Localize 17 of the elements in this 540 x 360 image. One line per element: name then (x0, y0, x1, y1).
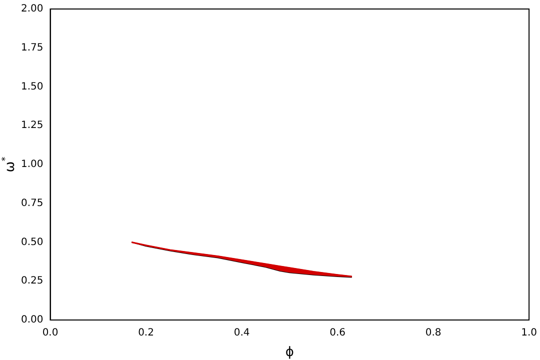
y-tick-label: 0.00 (21, 314, 44, 326)
y-tick-label: 1.50 (21, 81, 44, 92)
x-tick-label: 0.8 (425, 328, 442, 339)
x-tick-label: 0.6 (330, 328, 346, 339)
y-tick-label: 1.75 (21, 42, 44, 54)
y-tick-label: 0.25 (21, 276, 44, 287)
x-tick-label: 0.4 (234, 328, 250, 339)
x-tick-label: 1.0 (521, 328, 537, 339)
x-axis-title: ϕ (285, 345, 294, 360)
y-tick-label: 1.25 (21, 120, 44, 132)
y-tick-label: 2.00 (21, 4, 44, 15)
y-tick-label: 0.75 (21, 198, 44, 209)
y-axis-title: ω* (1, 156, 18, 172)
x-tick-label: 0.2 (138, 328, 154, 339)
y-tick-label: 0.50 (21, 236, 44, 248)
y-tick-label: 1.00 (21, 159, 44, 170)
x-tick-label: 0.0 (42, 328, 58, 339)
